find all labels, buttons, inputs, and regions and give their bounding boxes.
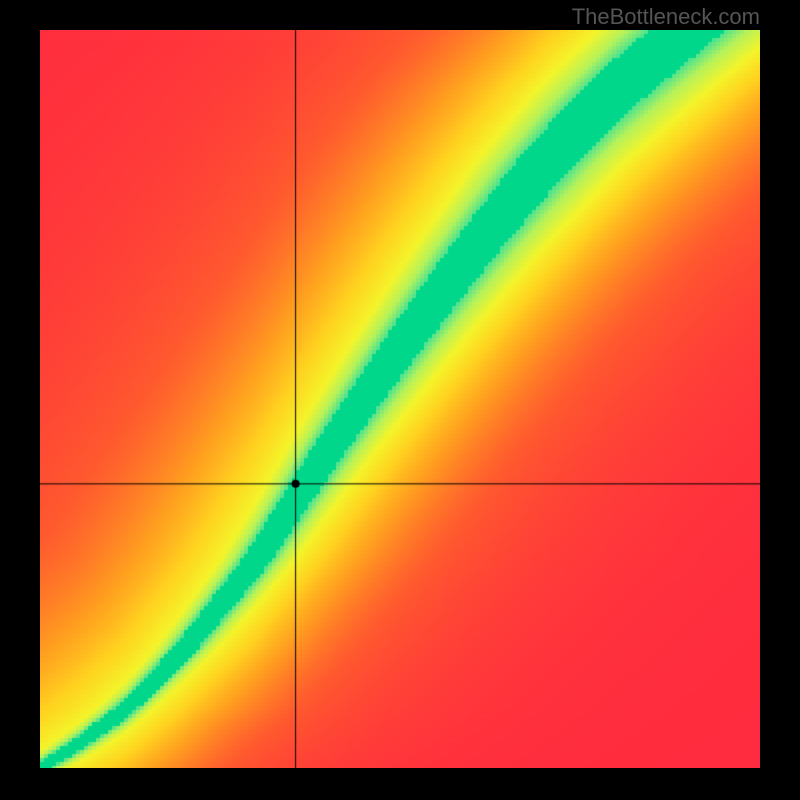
watermark-text: TheBottleneck.com	[572, 4, 760, 30]
bottleneck-heatmap	[40, 30, 760, 768]
